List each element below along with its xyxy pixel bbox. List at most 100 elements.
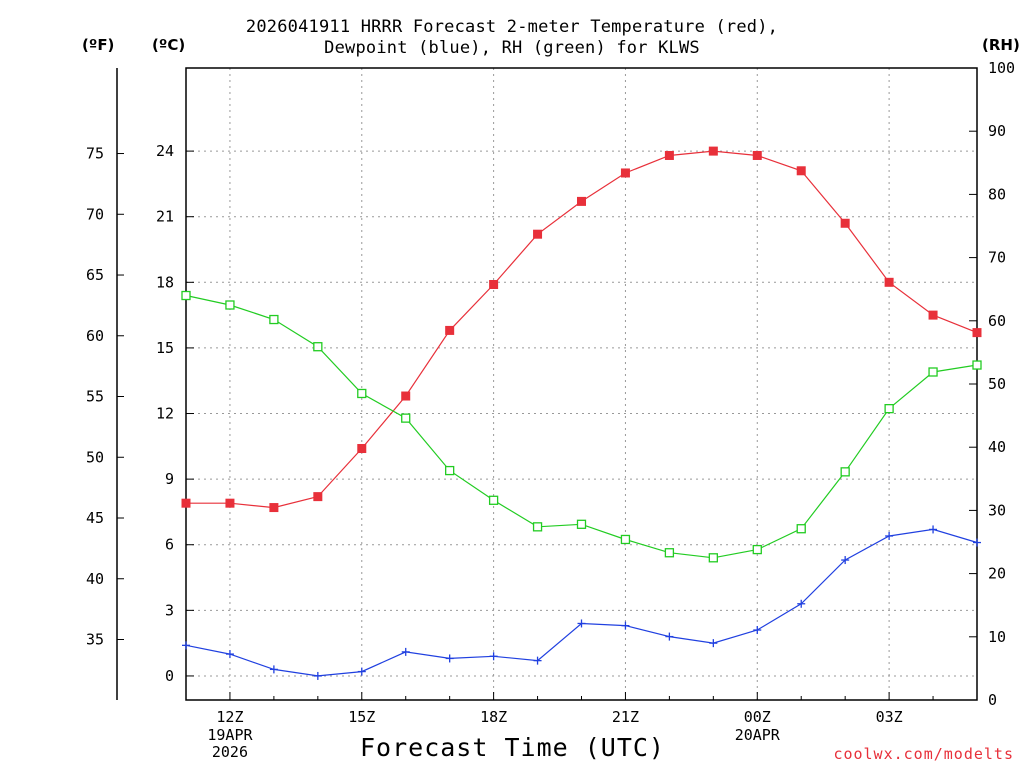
rh-point [620,534,631,545]
fahrenheit-unit-label: (ºF) [82,36,115,54]
rh-tick-label: 80 [988,185,1006,203]
fahrenheit-tick-label: 50 [86,448,104,466]
rh-point [357,388,367,399]
temperature-point [884,277,894,287]
celsius-tick-label: 24 [156,142,174,160]
rh-point [840,467,850,477]
x-tick-label: 15Z [348,708,375,726]
rh-point [269,314,279,325]
dewpoint-point [577,619,586,628]
dewpoint-point [489,652,498,661]
temperature-point [357,444,367,454]
rh-tick-label: 30 [988,501,1006,519]
rh-point [225,300,235,310]
temperature-point [972,328,982,338]
rh-point [972,360,982,370]
rh-point [752,544,762,555]
rh-point [664,548,675,558]
dewpoint-point [445,654,454,663]
dewpoint-point [401,647,410,656]
temperature-point [708,146,718,156]
fahrenheit-tick-label: 75 [86,145,104,163]
date-label-day: 20APR [734,726,780,744]
dewpoint-point [225,650,234,659]
celsius-tick-label: 12 [156,405,174,423]
axes: 35 40 45 50 55 60 65 70 75 0 3 6 9 12 15 18 21 24 0 10 20 30 4… [86,59,1015,726]
dewpoint-point [621,621,630,630]
dewpoint-point [709,639,718,648]
rh-tick-label: 70 [988,249,1006,267]
date-label-day: 19APR [207,726,253,744]
date-label-year: 2026 [211,743,248,761]
celsius-unit-label: (ºC) [152,36,186,54]
x-tick-label: 18Z [480,708,507,726]
temperature-point [796,166,806,176]
x-axis-label: Forecast Time (UTC) [360,733,665,762]
fahrenheit-tick-label: 40 [86,570,104,588]
temperature-point [928,310,938,320]
celsius-tick-label: 15 [156,339,174,357]
rh-tick-label: 20 [988,565,1006,583]
x-tick-label: 21Z [612,708,639,726]
dewpoint-point [929,525,938,534]
rh-point [708,553,718,563]
dewpoint-point [269,665,278,674]
temperature-point [401,391,411,401]
dewpoint-point [973,538,981,547]
fahrenheit-tick-label: 35 [86,630,104,648]
dewpoint-point [313,671,322,680]
rh-tick-label: 90 [988,122,1006,140]
rh-point [884,403,894,414]
dewpoint-point [357,667,366,676]
temperature-point [313,492,323,502]
rh-tick-label: 10 [988,628,1006,646]
chart-title-line-1: 2026041911 HRRR Forecast 2-meter Tempera… [245,17,779,37]
rh-tick-label: 50 [988,375,1006,393]
rh-point [928,367,938,377]
rh-tick-label: 40 [988,438,1006,456]
rh-tick-label: 60 [988,312,1006,330]
rh-point [576,519,587,529]
rh-unit-label: (RH) [982,36,1020,54]
celsius-tick-label: 9 [165,470,174,488]
plot-frame [185,67,978,701]
dewpoint-point [182,641,190,650]
temperature-point [445,325,455,335]
fahrenheit-tick-label: 60 [86,327,104,345]
temperature-point [533,229,543,239]
rh-point [445,465,455,476]
rh-line [185,294,978,559]
celsius-tick-label: 3 [165,601,174,619]
chart-title-line-2: Dewpoint (blue), RH (green) for KLWS [324,38,700,58]
temperature-point [840,218,850,228]
temperature-point [181,498,191,508]
rh-point [488,495,499,505]
rh-point [401,413,411,423]
x-tick-label: 12Z [216,708,243,726]
dewpoint-point [753,626,762,635]
fahrenheit-tick-label: 55 [86,388,104,406]
celsius-tick-label: 6 [165,536,174,554]
x-tick-label: 03Z [876,708,903,726]
gridlines [186,68,977,700]
dewpoint-point [533,656,542,665]
temperature-point [620,168,630,178]
date-label: 19APR 2026 [190,727,270,761]
temperature-point [752,150,762,160]
temperature-point [664,150,674,160]
temperature-point [577,196,586,206]
celsius-tick-label: 0 [165,667,174,685]
rh-tick-label: 100 [988,59,1015,77]
dewpoint-point [797,599,806,608]
credit-link[interactable]: coolwx.com/modelts [833,745,1014,763]
rh-point [181,290,191,301]
fahrenheit-tick-label: 70 [86,205,104,223]
temperature-point [225,498,235,508]
rh-point [796,524,806,534]
temperature-point [489,279,499,289]
dewpoint-point [665,632,674,641]
celsius-tick-label: 21 [156,208,174,226]
fahrenheit-tick-label: 65 [86,266,104,284]
